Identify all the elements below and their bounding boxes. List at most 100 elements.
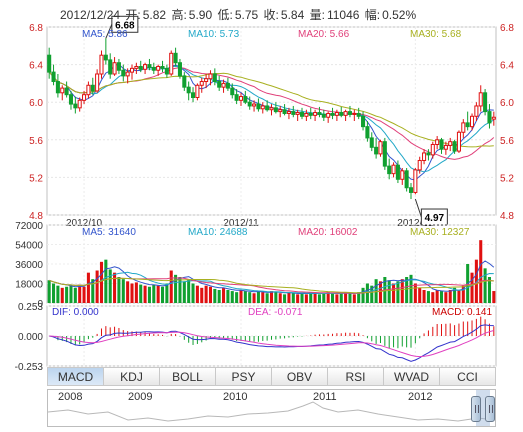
candle-body — [339, 112, 344, 116]
tab-cci[interactable]: CCI — [440, 367, 496, 386]
volume-bar — [243, 291, 247, 303]
candle-body — [116, 62, 121, 71]
volume-bar — [121, 279, 125, 303]
volume-bar — [461, 285, 465, 303]
volume-bar — [396, 281, 400, 303]
quote-header: 2012/12/24 开: 5.82 高: 5.90 低: 5.75 收: 5.84 量… — [60, 6, 418, 23]
volume-bar — [265, 293, 269, 303]
high-value: 5.90 — [188, 8, 213, 22]
candle-body — [103, 54, 108, 61]
candle-body — [182, 75, 187, 88]
tab-obv[interactable]: OBV — [272, 367, 328, 386]
candle-body — [417, 159, 422, 171]
volume-bar — [200, 287, 204, 303]
time-navigator[interactable]: 2008 2009 2010 2011 2012 — [47, 389, 496, 427]
volume-bar — [152, 284, 156, 303]
x-tick-label: 2012/11 — [223, 218, 259, 229]
price-tick-left: 4.8 — [29, 211, 43, 222]
volume-bar — [169, 270, 173, 303]
candle-body — [474, 105, 479, 117]
tab-wvad[interactable]: WVAD — [384, 367, 440, 386]
candle-body — [317, 112, 322, 115]
candle-body — [138, 65, 143, 70]
volume-bar — [134, 282, 138, 303]
candle-body — [208, 73, 213, 80]
price-tick-left: 6.4 — [29, 61, 43, 72]
candle-body — [134, 65, 139, 69]
candle-body — [164, 67, 169, 75]
price-tick-right: 6.4 — [500, 61, 514, 72]
candle-body — [60, 87, 65, 94]
navigator-left-handle[interactable] — [471, 396, 481, 422]
volume-bar — [56, 285, 60, 303]
candle-body — [469, 115, 475, 128]
volume-bar — [256, 291, 260, 303]
volume-bar — [222, 287, 226, 303]
volume-bar — [147, 286, 151, 303]
annotation-box — [420, 208, 448, 226]
price-ma-line-ma5 — [48, 63, 494, 181]
volume-bar — [300, 293, 304, 303]
nav-year-2009: 2009 — [128, 391, 153, 403]
candle-body — [199, 81, 204, 86]
volume-bar — [457, 290, 461, 303]
candle-body — [68, 94, 74, 105]
candle-body — [326, 112, 331, 118]
candle-body — [365, 126, 370, 139]
volume-bar — [352, 294, 356, 303]
volume-bar — [309, 292, 313, 303]
volume-bar — [52, 283, 56, 303]
volume-ma-legend: MA20: 16002 — [298, 227, 358, 238]
volume-bar — [117, 277, 121, 303]
candle-body — [361, 115, 366, 128]
low-label: 低: — [217, 8, 233, 22]
volume-bar — [91, 279, 95, 303]
candle-body — [95, 73, 100, 92]
candle-body — [221, 82, 226, 88]
volume-bar — [335, 294, 339, 303]
close-value: 5.84 — [280, 8, 305, 22]
volume-bar — [69, 285, 73, 303]
volume-bar — [99, 261, 104, 303]
candle-body — [238, 96, 244, 101]
volume-bar — [73, 287, 77, 303]
volume-bar — [470, 272, 474, 303]
volume-bar — [483, 268, 487, 303]
candle-body — [291, 111, 296, 115]
price-ma-legend: MA10: 5.73 — [188, 29, 240, 40]
low-value: 5.75 — [234, 8, 259, 22]
candle-body — [256, 103, 261, 110]
volume-label: 量: — [309, 8, 325, 22]
volume-bar — [104, 259, 108, 303]
price-tick-right: 5.2 — [500, 173, 514, 184]
high-label: 高: — [171, 8, 187, 22]
macd-dif-line — [49, 324, 494, 362]
volume-bar — [182, 281, 186, 303]
tab-boll[interactable]: BOLL — [160, 367, 216, 386]
candle-body — [269, 107, 274, 111]
candle-body — [356, 112, 361, 117]
price-tick-left: 5.2 — [29, 173, 43, 184]
tab-macd[interactable]: MACD — [47, 367, 104, 386]
candle-body — [478, 92, 483, 107]
volume-bar — [439, 291, 444, 303]
volume-bar — [248, 292, 252, 303]
volume-bar — [82, 286, 86, 303]
volume-bar — [269, 291, 274, 303]
volume-bar — [431, 292, 435, 303]
quote-date: 2012/12/24 — [60, 8, 121, 22]
candle-body — [243, 96, 248, 103]
price-tick-right: 6.8 — [500, 23, 514, 34]
tab-kdj[interactable]: KDJ — [104, 367, 160, 386]
open-value: 5.82 — [142, 8, 167, 22]
candle-body — [86, 84, 91, 96]
navigator-right-handle[interactable] — [485, 396, 495, 422]
tab-psy[interactable]: PSY — [216, 367, 272, 386]
volume-bar — [278, 293, 282, 303]
price-tick-right: 5.6 — [500, 136, 514, 147]
tab-rsi[interactable]: RSI — [328, 367, 384, 386]
close-label: 收: — [263, 8, 279, 22]
candle-body — [404, 170, 409, 189]
candle-body — [483, 92, 488, 113]
